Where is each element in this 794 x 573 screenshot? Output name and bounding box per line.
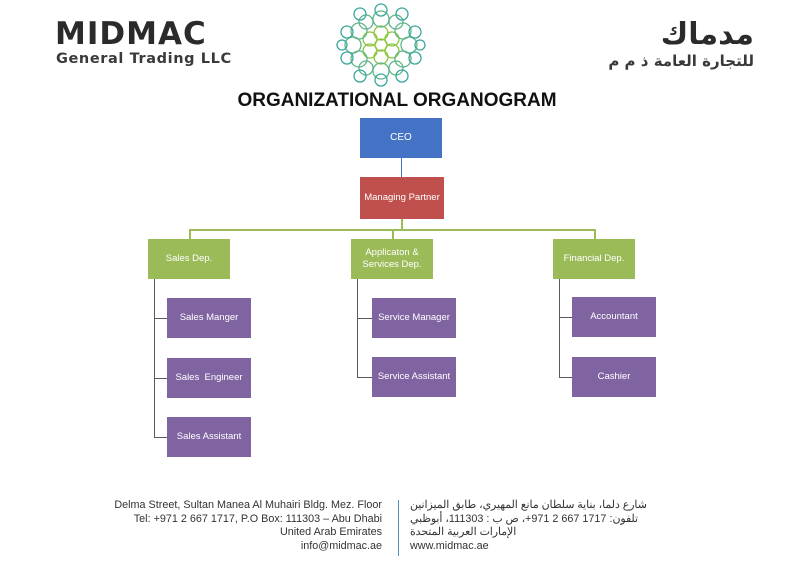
footer-divider [398,500,399,556]
footer-address-arabic: شارع دلما، بناية سلطان مانع المهيري، طاب… [410,499,647,553]
connector-services-role1 [357,318,372,319]
brand-arabic-subtitle: للتجارة العامة ذ م م [608,52,754,70]
role-service-manager: Service Manager [372,298,456,338]
financial-department-box: Financial Dep. [553,239,635,279]
managing-partner-box: Managing Partner [360,177,444,219]
connector-sales-role1 [154,318,167,319]
connector-sales [189,229,191,239]
role-cashier: Cashier [572,357,656,397]
role-service-assistant: Service Assistant [372,357,456,397]
brand-arabic-name: مدماك [660,17,754,52]
footer-address-english: Delma Street, Sultan Manea Al Muhairi Bl… [114,499,382,553]
role-sales-manager: Sales Manger [167,298,251,338]
connector-mp-bus [401,219,403,230]
page-title: ORGANIZATIONAL ORGANOGRAM [237,90,557,111]
connector-financial-spine [559,279,560,378]
services-department-box: Applicaton & Services Dep. [351,239,433,279]
brand-subtitle: General Trading LLC [56,51,232,67]
footer-address-line: Delma Street, Sultan Manea Al Muhairi Bl… [114,499,382,511]
footer-phone-line-arabic: تلفون: 1717 667 2 971+، ص ب : 111303، أب… [410,512,639,525]
connector-services [392,229,394,239]
footer-email-link[interactable]: info@midmac.ae [300,539,382,552]
connector-sales-role3 [154,437,167,438]
connector-financial-role1 [559,317,572,318]
role-sales-engineer: Sales Engineer [167,358,251,398]
ceo-box: CEO [360,118,442,158]
brand-arabic: مدماك للتجارة العامة ذ م م [608,17,754,71]
footer-country-line-arabic: الإمارات العربية المتحدة [410,526,517,538]
footer-website-link[interactable]: www.midmac.ae [410,539,489,552]
connector-services-spine [357,279,358,378]
connector-financial-role2 [559,377,572,378]
connector-sales-spine [154,279,155,438]
connector-financial [594,229,596,239]
connector-sales-role2 [154,378,167,379]
floral-rosette-logo-icon [336,3,426,87]
role-sales-assistant: Sales Assistant [167,417,251,457]
brand-english: MIDMAC General Trading LLC [55,18,232,68]
sales-department-box: Sales Dep. [148,239,230,279]
role-accountant: Accountant [572,297,656,337]
connector-ceo-mp [401,158,402,177]
footer-address-line-arabic: شارع دلما، بناية سلطان مانع المهيري، طاب… [410,499,647,511]
footer-phone-line: Tel: +971 2 667 1717, P.O Box: 111303 – … [133,512,382,525]
footer-country-line: United Arab Emirates [279,526,382,538]
brand-name: MIDMAC [55,16,207,52]
connector-services-role2 [357,377,372,378]
